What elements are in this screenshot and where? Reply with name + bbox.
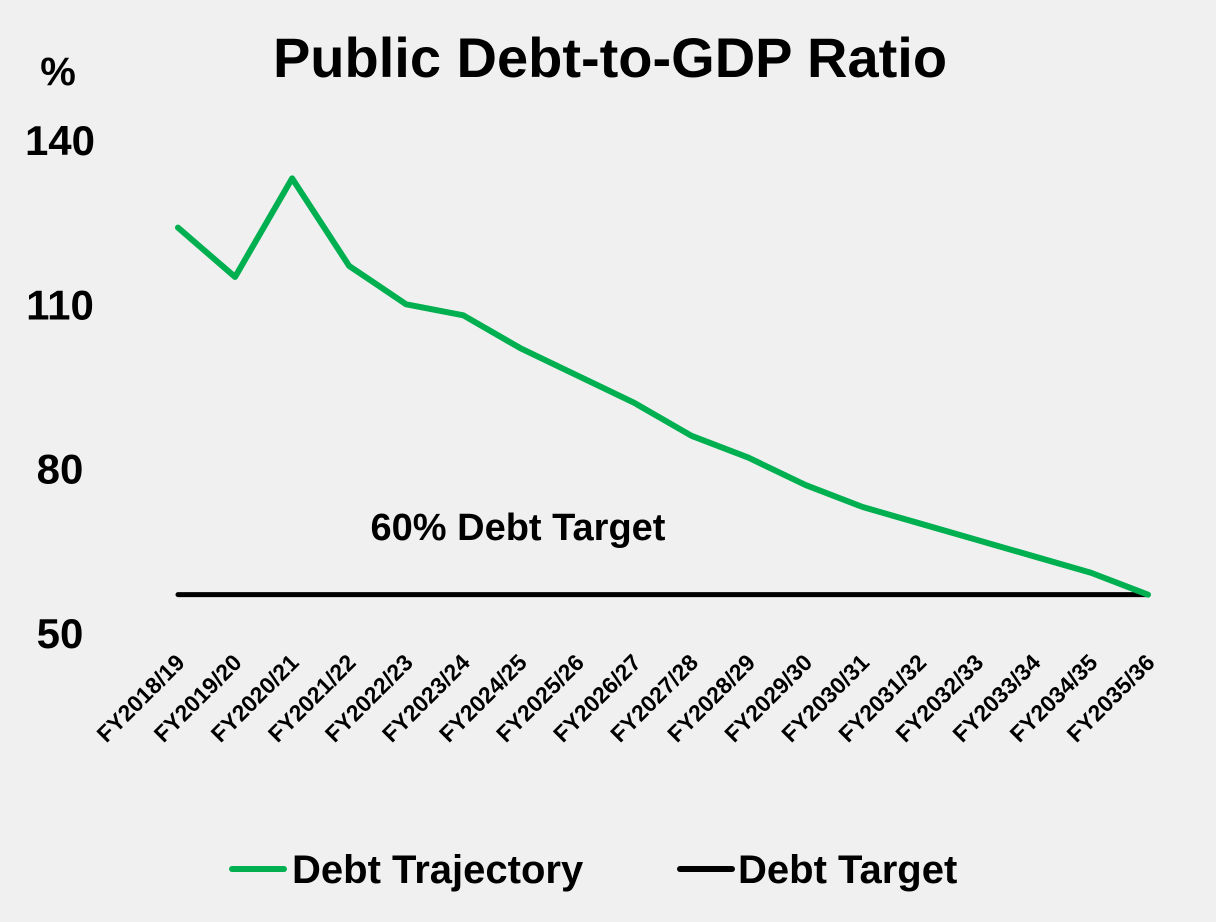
legend-label: Debt Target bbox=[738, 848, 957, 892]
legend-label: Debt Trajectory bbox=[292, 848, 584, 892]
legend: Debt Trajectory Debt Target bbox=[229, 848, 957, 892]
x-axis-ticks: FY2018/19FY2019/20FY2020/21FY2021/22FY20… bbox=[92, 649, 1160, 747]
y-axis-unit-label: % bbox=[40, 50, 76, 94]
debt-target-annotation: 60% Debt Target bbox=[371, 507, 666, 549]
y-tick-label: 80 bbox=[37, 446, 84, 493]
y-tick-label: 50 bbox=[37, 610, 84, 657]
y-tick-label: 110 bbox=[26, 281, 94, 328]
y-axis-ticks: 50 80 110 140 bbox=[25, 117, 95, 657]
y-tick-label: 140 bbox=[25, 117, 95, 164]
series-lines bbox=[175, 175, 1151, 598]
chart-title: Public Debt-to-GDP Ratio bbox=[273, 26, 947, 89]
debt-trajectory-line bbox=[175, 175, 1151, 598]
